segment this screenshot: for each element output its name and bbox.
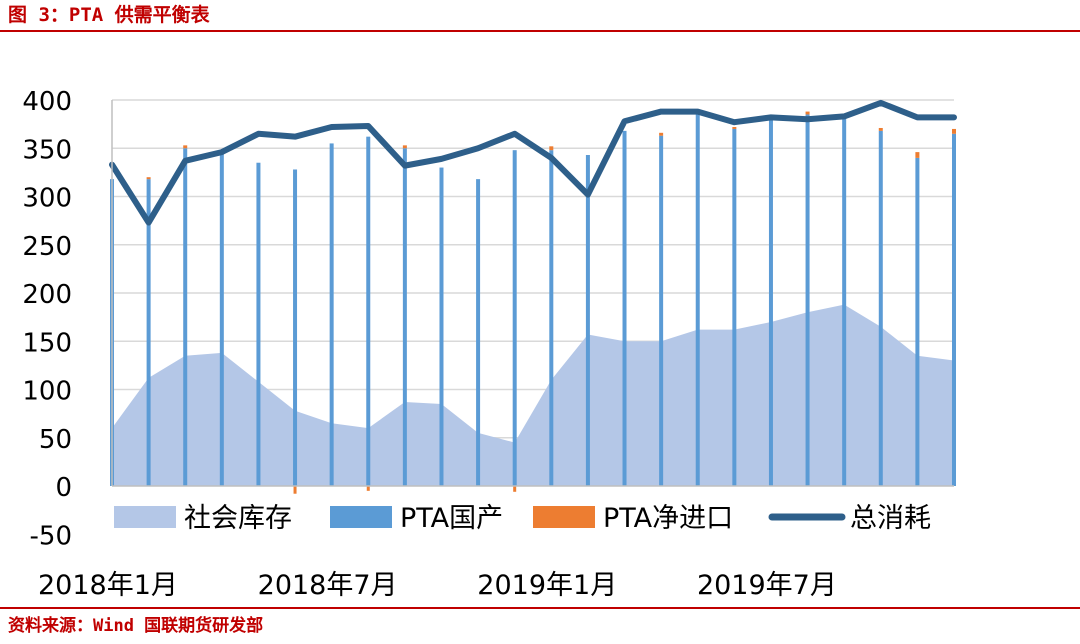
bar-domestic-pta [366, 136, 371, 487]
line-total-consumption [109, 99, 957, 226]
legend-swatch [114, 506, 176, 528]
bar-domestic-pta [549, 150, 554, 486]
y-tick-label: 200 [22, 280, 72, 310]
legend-label: PTA国产 [400, 503, 503, 534]
bar-domestic-pta [512, 150, 517, 486]
source-note: 资料来源：Wind 国联期货研发部 [8, 616, 264, 636]
x-tick-label: 2018年7月 [258, 570, 398, 601]
bar-net-import [146, 177, 151, 180]
import-series [146, 111, 956, 494]
bar-domestic-pta [183, 148, 188, 486]
bar-net-import [732, 127, 737, 129]
bar-domestic-pta [695, 114, 700, 486]
y-tick-label: 0 [55, 473, 72, 503]
y-tick-label: 100 [22, 377, 72, 407]
y-tick-label: 150 [22, 328, 72, 358]
bar-net-import [366, 486, 370, 491]
bar-net-import [805, 111, 810, 115]
bar-domestic-pta [952, 133, 956, 486]
figure-title: 图 3：PTA 供需平衡表 [8, 4, 210, 26]
chart: 400 350 300 250 200 150 100 50 0 -50 2018年1月 2018年7… [22, 87, 957, 601]
bar-domestic-pta [293, 169, 298, 487]
x-tick-label: 2018年1月 [38, 570, 178, 601]
bar-domestic-pta [329, 143, 334, 487]
y-tick-label: 400 [22, 87, 72, 117]
bar-net-import [915, 152, 920, 158]
bar-net-import [402, 145, 407, 149]
bar-domestic-pta [915, 157, 920, 486]
bar-domestic-pta [439, 167, 444, 487]
bar-net-import [293, 486, 297, 494]
bar-domestic-pta [256, 162, 261, 486]
legend-label: 总消耗 [850, 503, 931, 534]
bar-domestic-pta [146, 179, 151, 486]
bar-domestic-pta [768, 119, 773, 487]
legend: 社会库存 PTA国产 PTA净进口 总消耗 [114, 503, 931, 534]
bar-domestic-pta [805, 114, 810, 486]
x-tick-label: 2019年1月 [477, 570, 617, 601]
area-series [112, 304, 954, 486]
bar-net-import [513, 486, 517, 492]
bar-net-import [659, 132, 664, 136]
bar-domestic-pta [622, 130, 627, 486]
bar-net-import [878, 127, 883, 131]
line-series [109, 99, 957, 226]
bar-domestic-pta [732, 128, 737, 486]
bar-domestic-pta [585, 155, 590, 486]
area-social-inventory [112, 304, 954, 486]
y-tick-label: 300 [22, 184, 72, 214]
bar-domestic-pta [402, 148, 407, 486]
y-tick-label: 50 [39, 425, 72, 455]
bar-net-import [183, 145, 188, 149]
bar-net-import [952, 128, 956, 134]
top-divider [0, 30, 1080, 32]
y-tick-label: 350 [22, 135, 72, 165]
bar-domestic-pta [659, 135, 664, 486]
bar-domestic-pta [878, 130, 883, 486]
bar-domestic-pta [476, 179, 481, 486]
x-tick-label: 2019年7月 [697, 570, 837, 601]
bar-domestic-pta [219, 153, 224, 486]
axes: 400 350 300 250 200 150 100 50 0 -50 2018年1月 2018年7… [22, 87, 954, 601]
bottom-divider [0, 607, 1080, 609]
y-tick-label: -50 [30, 521, 72, 551]
y-tick-label: 250 [22, 232, 72, 262]
bar-domestic-pta [842, 114, 847, 486]
legend-label: PTA净进口 [603, 503, 733, 534]
legend-swatch [533, 506, 595, 528]
legend-label: 社会库存 [184, 503, 292, 534]
bar-net-import [549, 146, 554, 151]
legend-swatch [330, 506, 392, 528]
